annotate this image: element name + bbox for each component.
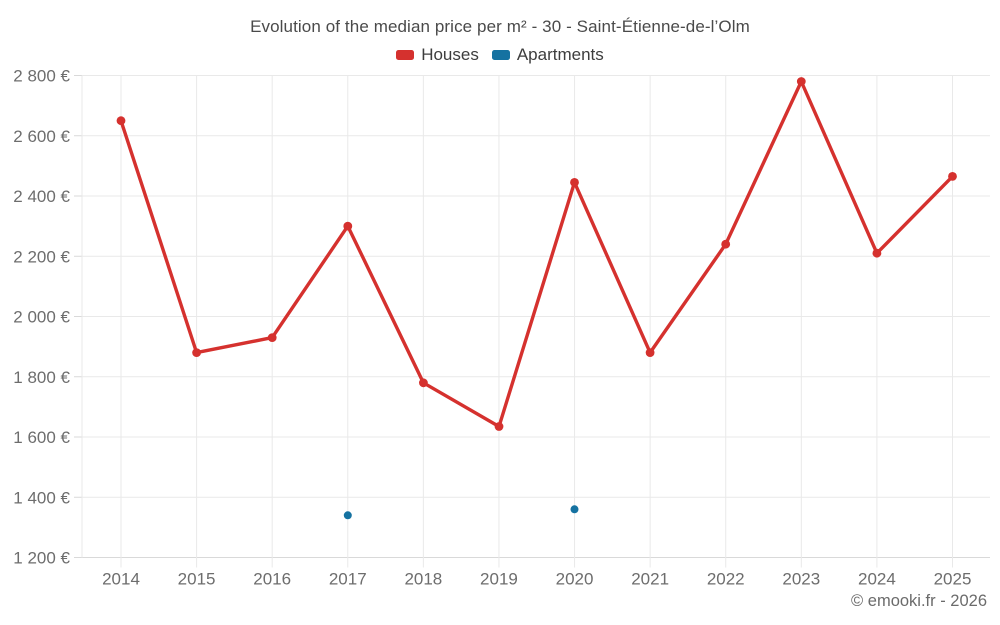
x-axis-tick-label: 2024 xyxy=(858,570,896,589)
y-axis-tick-label: 1 200 € xyxy=(13,549,70,568)
y-axis-tick-label: 2 400 € xyxy=(13,187,70,206)
x-axis-tick-label: 2025 xyxy=(934,570,972,589)
y-axis-tick-label: 2 600 € xyxy=(13,127,70,146)
apartments-legend-label: Apartments xyxy=(516,45,604,64)
houses-marker[interactable] xyxy=(796,77,806,86)
x-axis-tick-label: 2014 xyxy=(102,570,140,589)
x-axis-tick-label: 2016 xyxy=(253,570,291,589)
x-axis-tick-label: 2020 xyxy=(556,570,594,589)
legend-item-apartments[interactable]: Apartments xyxy=(491,45,604,65)
houses-marker[interactable] xyxy=(721,239,731,249)
houses-line xyxy=(119,79,955,429)
x-axis-tick-label: 2022 xyxy=(707,570,745,589)
houses-marker[interactable] xyxy=(419,378,428,388)
houses-marker[interactable] xyxy=(494,422,504,431)
houses-marker[interactable] xyxy=(192,348,202,357)
houses-legend-swatch-icon xyxy=(396,50,415,60)
houses-marker[interactable] xyxy=(872,248,882,258)
y-axis-tick-label: 2 800 € xyxy=(13,67,70,86)
houses-marker[interactable] xyxy=(343,221,353,231)
legend-item-houses[interactable]: Houses xyxy=(396,45,479,65)
x-axis-tick-label: 2019 xyxy=(480,570,518,589)
houses-marker[interactable] xyxy=(948,172,957,181)
x-axis-tick-label: 2023 xyxy=(782,570,820,589)
houses-marker[interactable] xyxy=(570,178,579,187)
apartments-legend-swatch-icon xyxy=(491,50,510,60)
chart-title: Evolution of the median price per m² - 3… xyxy=(250,17,750,36)
chart-legend: Houses Apartments xyxy=(0,45,1000,65)
apartments-marker[interactable] xyxy=(343,511,352,520)
x-axis-tick-label: 2017 xyxy=(329,570,367,589)
copyright-text: © emooki.fr - 2026 xyxy=(851,592,987,610)
y-axis-tick-label: 1 600 € xyxy=(13,428,70,447)
y-axis-tick-label: 1 400 € xyxy=(13,488,70,507)
x-axis-tick-label: 2018 xyxy=(404,570,442,589)
y-axis-tick-label: 2 200 € xyxy=(13,247,70,266)
houses-marker[interactable] xyxy=(267,333,277,342)
y-axis-tick-label: 1 800 € xyxy=(13,368,70,387)
x-axis-tick-label: 2015 xyxy=(178,570,216,589)
y-axis-tick-label: 2 000 € xyxy=(13,308,70,327)
apartments-marker[interactable] xyxy=(570,505,579,514)
houses-legend-label: Houses xyxy=(421,45,479,64)
houses-marker[interactable] xyxy=(645,348,655,357)
houses-marker[interactable] xyxy=(116,116,126,126)
x-axis-tick-label: 2021 xyxy=(631,570,669,589)
